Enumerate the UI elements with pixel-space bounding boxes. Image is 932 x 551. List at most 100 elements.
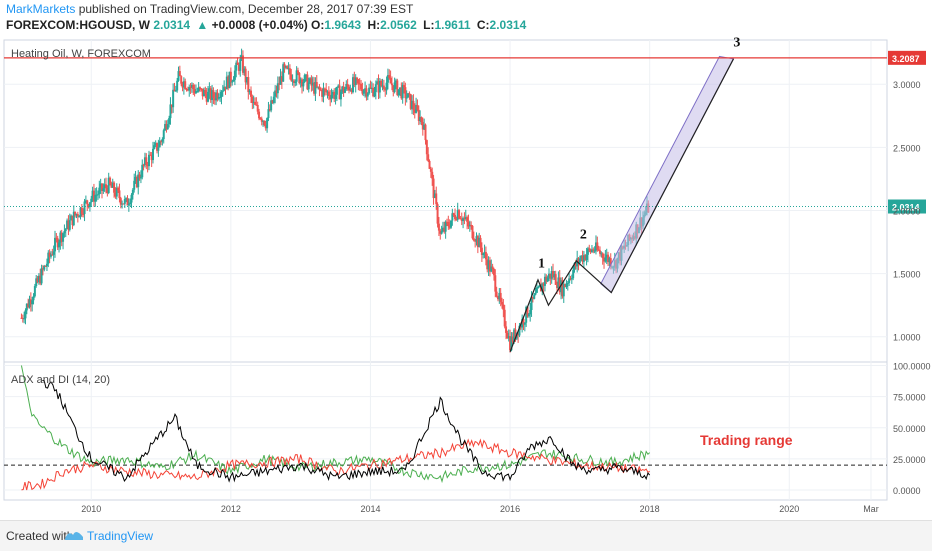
candle-body [318,86,321,90]
candle-body [263,120,266,126]
resistance-price-label: 3.2087 [892,54,920,64]
candle-body [153,145,156,149]
candle-body [562,284,565,297]
candle-body [131,189,134,195]
candle-body [165,124,168,130]
candle-body [460,219,463,222]
time-tick-label: 2010 [81,504,101,514]
candle-body [349,89,352,91]
candle-body [433,193,436,199]
candle-body [194,91,197,94]
candle-body [552,271,555,278]
candle-body [368,87,371,94]
candle-body [174,90,177,92]
main-grid [4,83,887,338]
candle-body [109,177,112,184]
candle-body [403,85,406,88]
candle-body [192,84,195,90]
candle-body [323,88,326,90]
candle-body [564,284,567,288]
candle-body [315,82,318,87]
candle-body [268,109,271,111]
candle-body [28,299,31,308]
tradingview-link[interactable]: TradingView [87,529,154,543]
candle-body [177,71,180,81]
candle-body [409,94,412,109]
close-value: 2.0314 [489,18,527,32]
candle-body [139,177,142,179]
candle-body [296,70,299,73]
candle-body [450,220,453,228]
candle-body [162,130,165,140]
candle-body [262,120,265,122]
candle-body [577,258,580,263]
candle-body [454,214,457,220]
candle-body [556,284,559,289]
candle-body [334,94,337,99]
candle-body [495,291,498,297]
candle-body [45,263,48,267]
candle-body [585,254,588,261]
candle-body [86,200,89,205]
candle-body [314,82,317,94]
candle-body [572,270,575,279]
candle-body [464,217,467,219]
candle-body [264,125,267,129]
candle-body [356,77,359,80]
candle-body [70,215,73,221]
candle-body [237,64,240,71]
author-link[interactable]: MarkMarkets [6,2,76,16]
candle-body [462,218,465,222]
indicator-pane-title: ADX and DI (14, 20) [11,374,110,386]
candle-body [172,89,175,108]
candle-body [479,237,482,248]
price-chart[interactable]: 3.2087 2.0314 1 2 3 1.0000 1.5000 2.0000 2.5000… [0,0,932,520]
candle-body [298,72,301,84]
candle-body [138,174,141,179]
candle-body [425,140,428,155]
candle-body [44,265,47,267]
candle-body [90,198,93,203]
candle-body [452,213,455,215]
candle-body [506,332,509,339]
candle-body [385,82,388,91]
candle-body [71,215,74,226]
candle-body [123,199,126,204]
candle-body [283,64,286,68]
candle-body [215,92,218,101]
candle-body [135,177,138,188]
candle-body [427,154,430,161]
candle-body [444,221,447,232]
candle-body [420,117,423,122]
candle-body [501,301,504,305]
candle-body [95,194,98,196]
candle-body [374,84,377,93]
candle-body [352,77,355,93]
candle-body [47,252,50,264]
candle-body [416,105,419,110]
candle-body [476,236,479,248]
candle-body [80,207,83,214]
publish-info: published on TradingView.com, December 2… [78,2,414,16]
price-tick-label: 2.5000 [893,143,921,153]
candle-body [219,97,222,99]
candle-body [566,282,569,284]
candle-body [25,303,28,311]
candle-body [596,242,599,250]
candle-body [282,64,285,82]
candle-body [600,253,603,255]
candle-body [145,157,148,165]
candle-body [317,86,320,88]
candle-body [569,278,572,280]
candle-body [417,109,420,122]
candle-body [156,142,159,151]
candle-body [463,218,466,220]
price-tick-label: 3.0000 [893,80,921,90]
candle-body [321,90,324,97]
adx-line [42,379,651,483]
candle-body [590,249,593,252]
candle-body [150,154,153,161]
candle-body [105,184,108,189]
candle-body [357,79,360,84]
candle-body [186,89,189,91]
